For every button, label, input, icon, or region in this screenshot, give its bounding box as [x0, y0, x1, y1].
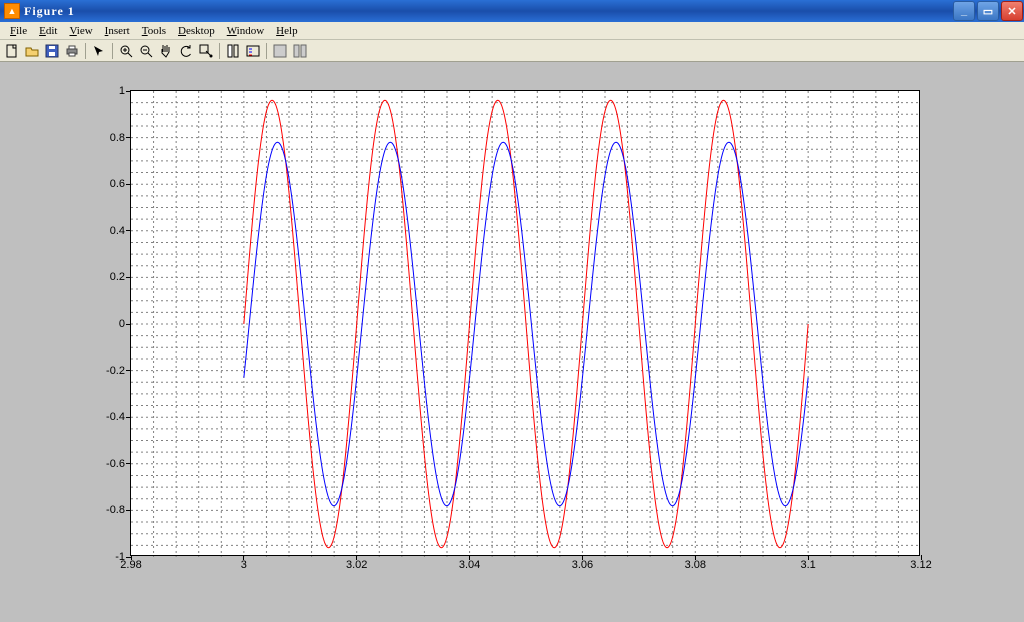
- xtick-label: 3.08: [685, 555, 706, 571]
- plot-svg: [131, 91, 919, 555]
- ytick-label: -1: [91, 551, 131, 563]
- pan-icon[interactable]: [156, 41, 176, 61]
- figure-canvas: 2.9833.023.043.063.083.13.12-1-0.8-0.6-0…: [0, 62, 1024, 622]
- ytick-label: 1: [91, 85, 131, 97]
- xtick-label: 3.1: [800, 555, 815, 571]
- menu-insert[interactable]: Insert: [99, 23, 136, 39]
- ytick-label: 0.6: [91, 178, 131, 190]
- menu-desktop[interactable]: Desktop: [172, 23, 221, 39]
- menu-file[interactable]: File: [4, 23, 33, 39]
- line-series-red: [244, 100, 808, 547]
- hide-tools-icon[interactable]: [270, 41, 290, 61]
- window-close-button[interactable]: ✕: [1001, 1, 1023, 21]
- ytick-label: -0.6: [91, 458, 131, 470]
- zoom-out-icon[interactable]: [136, 41, 156, 61]
- window-title: Figure 1: [24, 4, 75, 19]
- axes-box[interactable]: 2.9833.023.043.063.083.13.12-1-0.8-0.6-0…: [130, 90, 920, 556]
- zoom-in-icon[interactable]: [116, 41, 136, 61]
- window-maximize-button[interactable]: ▭: [977, 1, 999, 21]
- ytick-label: 0.2: [91, 271, 131, 283]
- ytick-label: -0.4: [91, 411, 131, 423]
- menu-edit[interactable]: Edit: [33, 23, 63, 39]
- ytick-label: -0.8: [91, 504, 131, 516]
- ytick-label: -0.2: [91, 365, 131, 377]
- rotate3d-icon[interactable]: [176, 41, 196, 61]
- edit-plot-icon[interactable]: [89, 41, 109, 61]
- window-minimize-button[interactable]: _: [953, 1, 975, 21]
- save-icon[interactable]: [42, 41, 62, 61]
- xtick-label: 3.06: [572, 555, 593, 571]
- menu-bar: FileEditViewInsertToolsDesktopWindowHelp: [0, 22, 1024, 40]
- ytick-label: 0.4: [91, 225, 131, 237]
- menu-window[interactable]: Window: [221, 23, 270, 39]
- show-tools-icon[interactable]: [290, 41, 310, 61]
- ytick-label: 0.8: [91, 132, 131, 144]
- menu-tools[interactable]: Tools: [136, 23, 172, 39]
- window-titlebar: ▲ Figure 1 _ ▭ ✕: [0, 0, 1024, 22]
- xtick-label: 3.12: [910, 555, 931, 571]
- xtick-label: 3: [241, 555, 247, 571]
- app-icon: ▲: [4, 3, 20, 19]
- legend-icon[interactable]: [243, 41, 263, 61]
- new-figure-icon[interactable]: [2, 41, 22, 61]
- xtick-label: 3.02: [346, 555, 367, 571]
- menu-view[interactable]: View: [63, 23, 98, 39]
- toolbar-separator: [112, 43, 113, 59]
- toolbar-separator: [85, 43, 86, 59]
- ytick-label: 0: [91, 318, 131, 330]
- print-icon[interactable]: [62, 41, 82, 61]
- toolbar: [0, 40, 1024, 62]
- toolbar-separator: [219, 43, 220, 59]
- open-icon[interactable]: [22, 41, 42, 61]
- datacursor-icon[interactable]: [196, 41, 216, 61]
- xtick-label: 3.04: [459, 555, 480, 571]
- menu-help[interactable]: Help: [270, 23, 303, 39]
- toolbar-separator: [266, 43, 267, 59]
- colorbar-icon[interactable]: [223, 41, 243, 61]
